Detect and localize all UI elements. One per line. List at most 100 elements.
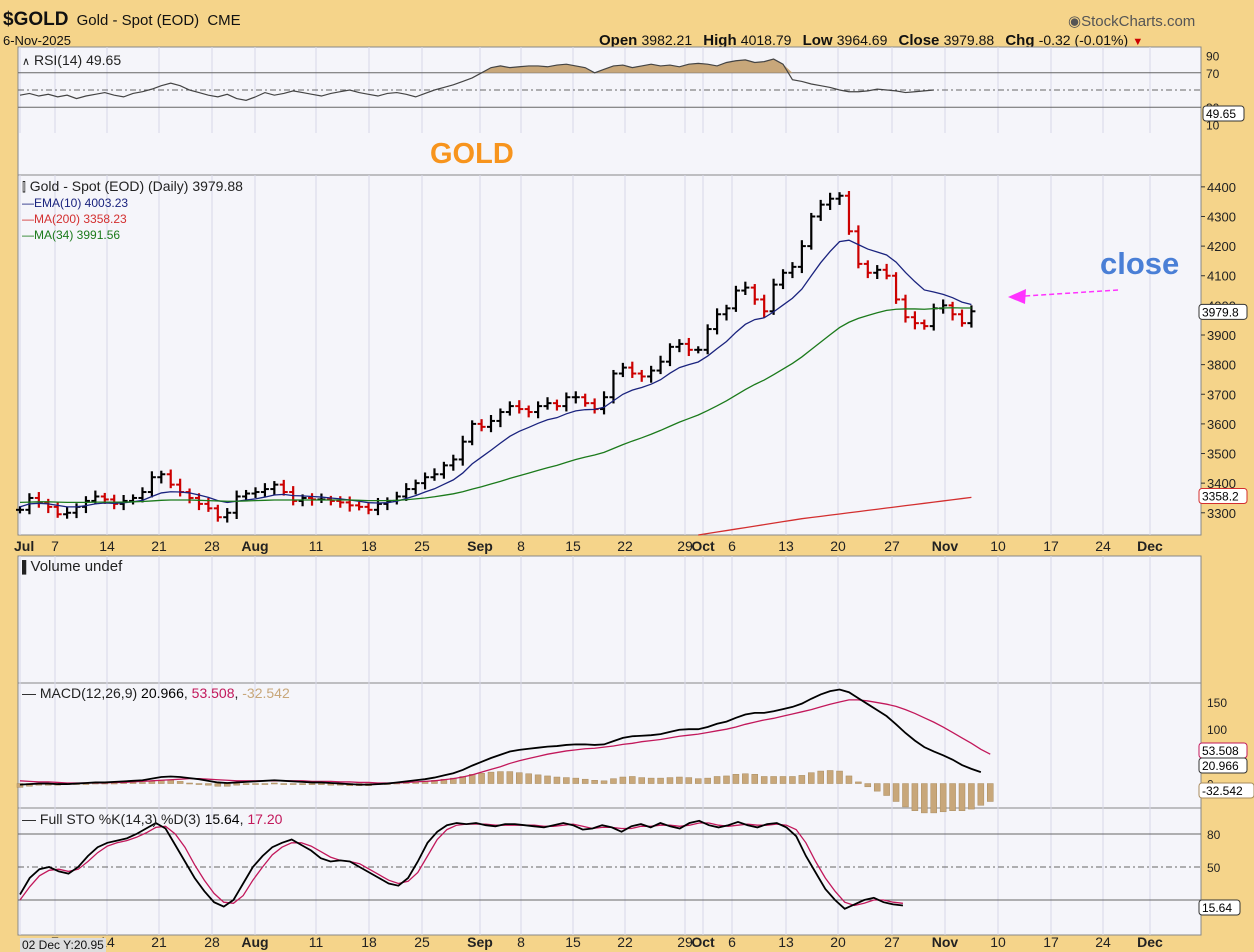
price-bar	[788, 262, 797, 279]
ma200-legend: —MA(200) 3358.23	[22, 211, 243, 227]
x-axis-label-7: 7	[51, 538, 59, 554]
price-bar	[223, 508, 232, 523]
price-tick-4200: 4200	[1207, 239, 1236, 254]
price-bar	[129, 494, 138, 505]
x-axis-label-6: 6	[728, 538, 736, 554]
price-bar	[863, 260, 872, 279]
macd-histogram-bar	[572, 777, 580, 784]
x-axis-label-11: 11	[309, 538, 324, 554]
macd-histogram-bar	[666, 777, 674, 784]
price-bar	[213, 504, 222, 522]
price-bar	[656, 355, 665, 375]
macd-histogram-bar	[760, 776, 768, 784]
macd-hist-current-label: -32.542	[1202, 784, 1243, 798]
symbol: $GOLD	[3, 9, 69, 30]
price-bar	[364, 502, 373, 515]
price-bar	[703, 324, 712, 355]
open-label: Open	[599, 32, 638, 49]
macd-histogram-bar	[704, 777, 711, 784]
macd-histogram-bar	[600, 780, 608, 784]
macd-histogram-bar	[817, 770, 824, 784]
price-bar	[665, 343, 674, 367]
close-annotation: close	[1100, 246, 1180, 281]
macd-histogram-bar	[280, 783, 288, 785]
price-bar	[628, 361, 637, 378]
sto-d-value: 17.20	[247, 811, 283, 827]
price-bar	[835, 192, 844, 205]
macd-histogram-bar	[148, 781, 156, 784]
x-axis-label-22: 22	[617, 538, 633, 554]
rsi-panel	[17, 46, 1202, 176]
sto-tick-50: 50	[1207, 861, 1221, 875]
macd-histogram-bar	[732, 774, 740, 784]
price-bar	[232, 490, 241, 519]
price-bar	[769, 278, 778, 315]
price-bar	[477, 419, 486, 432]
price-bar	[647, 365, 656, 383]
x-axis-bottom-label-24: 24	[1095, 934, 1111, 950]
price-bar	[920, 319, 929, 330]
ma200-current-label: 3358.2	[1202, 490, 1239, 504]
macd-histogram-bar	[534, 774, 542, 784]
price-bar	[760, 294, 769, 318]
price-current-label: 3979.8	[1202, 305, 1239, 319]
price-bar	[487, 415, 495, 433]
sto-current-label-box	[1198, 899, 1241, 916]
price-bar	[147, 471, 156, 498]
price-bar	[543, 397, 552, 410]
x-axis-bottom-label-Sep: Sep	[467, 934, 493, 950]
sto-K-line	[19, 819, 904, 910]
sto-k-value: 15.64	[204, 811, 240, 827]
price-bar	[694, 346, 703, 354]
macd-histogram-bar	[855, 781, 862, 784]
x-axis-label-8: 8	[517, 538, 525, 554]
x-axis-bottom-label-Nov: Nov	[932, 934, 959, 950]
price-bar	[505, 401, 514, 416]
macd-histogram-bar	[685, 777, 693, 784]
price-tick-3900: 3900	[1207, 328, 1236, 343]
price-bar	[430, 468, 439, 481]
macd-histogram-bar	[902, 783, 909, 808]
macd-histogram-bar	[968, 783, 975, 810]
rsi-line	[19, 58, 934, 101]
price-tick-3600: 3600	[1207, 417, 1236, 432]
x-axis-label-27: 27	[884, 538, 900, 554]
ma200-line-swatch: —	[22, 212, 34, 226]
volume-legend-text: Volume undef	[30, 558, 123, 575]
macd-legend: — MACD(12,26,9) 20.966, 53.508, -32.542	[22, 685, 290, 701]
price-bar	[496, 408, 505, 428]
sto-legend-prefix: Full STO %K(14,3) %D(3)	[39, 811, 201, 827]
macd-panel	[17, 682, 1202, 809]
price-tick-3700: 3700	[1207, 387, 1236, 402]
x-axis-label-20: 20	[830, 538, 846, 554]
high-value: 4018.79	[740, 32, 792, 48]
brand-icon: ◉	[1068, 13, 1082, 30]
macd-signal-value: 53.508	[191, 685, 235, 701]
price-bar	[16, 506, 24, 514]
macd-histogram-bar	[629, 776, 636, 784]
x-axis-label-Oct: Oct	[691, 538, 715, 554]
price-panel	[17, 174, 1202, 536]
x-axis-label-21: 21	[151, 538, 167, 554]
ohlc-icon: ⫿	[22, 180, 26, 194]
macd-histogram-bar	[694, 778, 702, 784]
price-legend-text: Gold - Spot (EOD) (Daily) 3979.88	[29, 178, 243, 194]
footer-date-label: 02 Dec Y:20.95	[20, 938, 106, 952]
macd-histogram-bar	[845, 775, 853, 784]
price-bar	[600, 391, 609, 415]
x-axis-label-Sep: Sep	[467, 538, 493, 554]
price-bar	[675, 339, 684, 353]
sto-panel	[17, 807, 1202, 936]
x-axis-label-25: 25	[414, 538, 430, 554]
price-bar	[260, 483, 269, 498]
ema-line-swatch: —	[22, 196, 34, 210]
price-bar	[345, 496, 354, 512]
price-bar	[157, 470, 166, 484]
macd-histogram-bar	[176, 781, 184, 784]
gold-annotation: GOLD	[430, 138, 514, 170]
x-axis-label-Nov: Nov	[932, 538, 959, 554]
x-axis-label-18: 18	[361, 538, 377, 554]
macd-histogram-bar	[949, 783, 956, 811]
price-bar	[63, 506, 72, 519]
x-axis-label-13: 13	[778, 538, 794, 554]
